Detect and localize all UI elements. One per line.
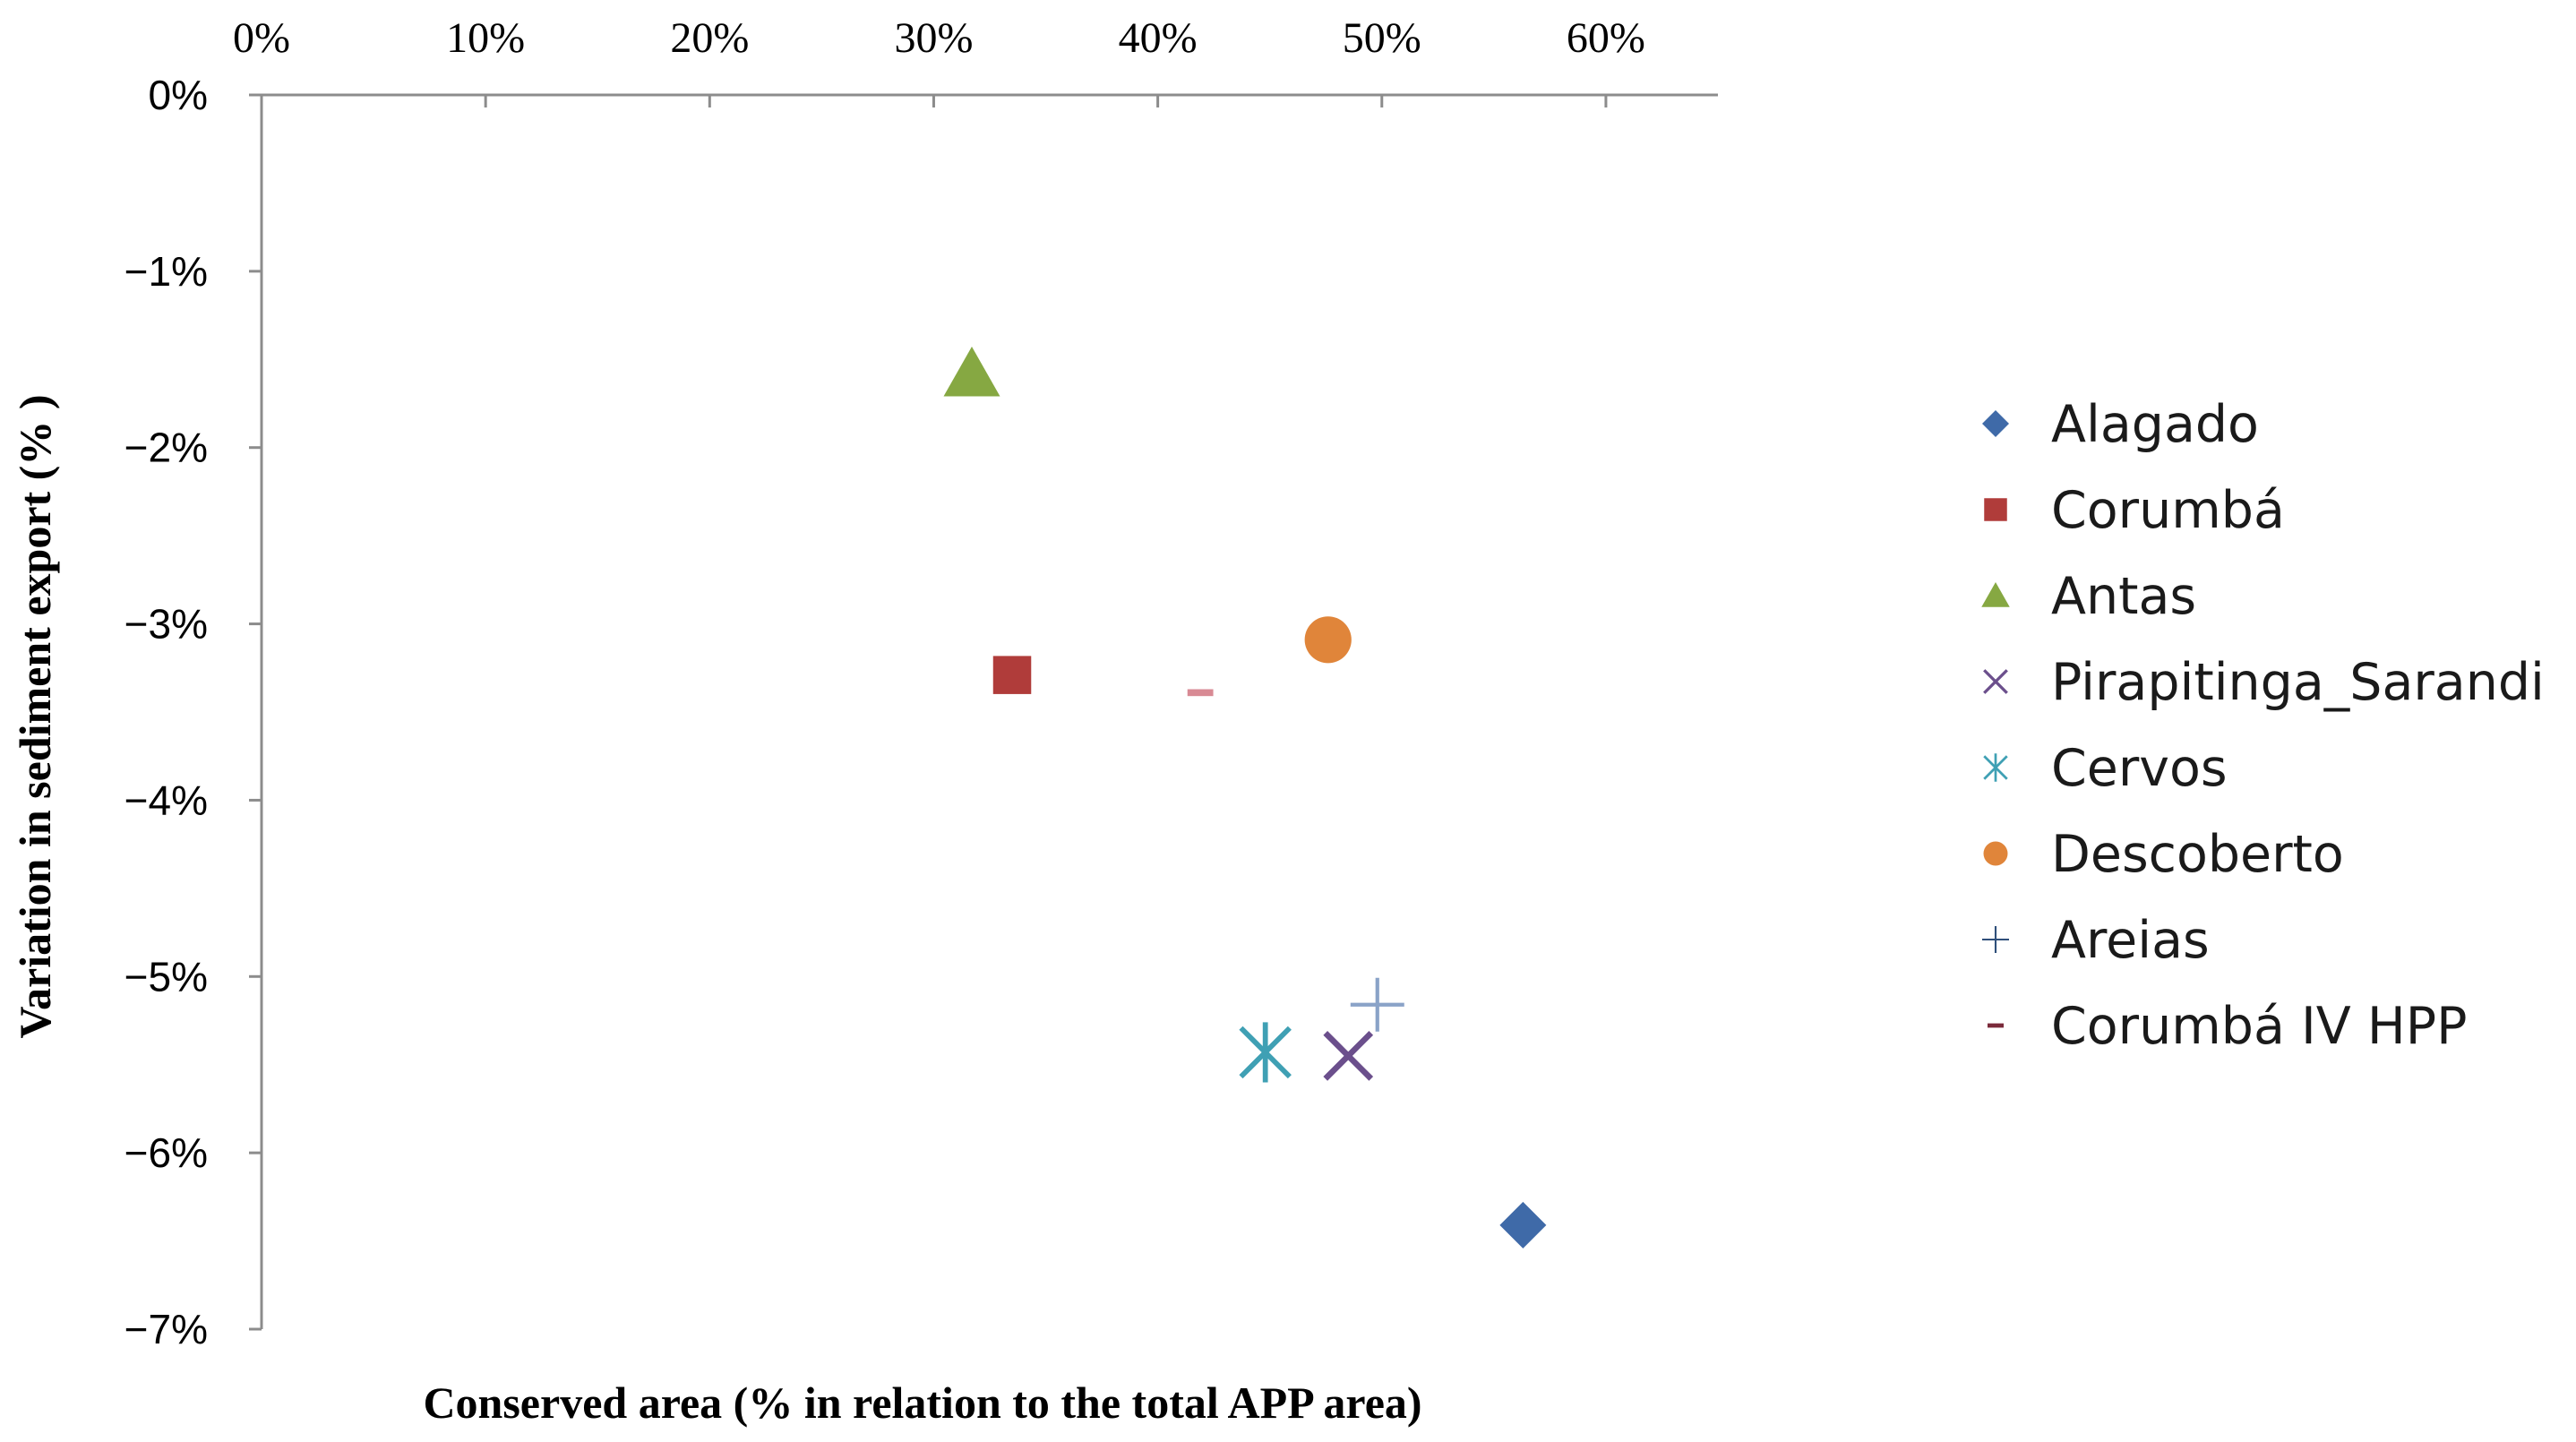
x-axis-title: Conserved area (% in relation to the tot… [423,1378,1421,1428]
x-tick-label: 30% [894,14,973,62]
x-tick-label: 10% [446,14,525,62]
legend-marker-descoberto [1983,841,2008,866]
point-cervos [1239,1022,1292,1083]
legend-marker-antas [1981,582,2010,607]
legend-label-descoberto: Descoberto [2051,825,2344,884]
legend-label-alagado: Alagado [2051,395,2259,454]
point-antas [943,347,1000,397]
y-tick-label: −7% [125,1306,208,1352]
point-corumb-iv-hpp [1187,689,1214,697]
legend-label-corumb-iv-hpp: Corumbá IV HPP [2051,997,2468,1056]
x-tick-label: 40% [1119,14,1198,62]
data-points [943,347,1547,1249]
point-areias [1350,977,1404,1032]
legend-label-corumb: Corumbá [2051,481,2285,540]
y-tick-label: 0% [149,72,208,118]
x-tick-label: 50% [1343,14,1421,62]
legend-marker-areias [1982,926,2009,953]
legend-label-pirapitinga-sarandi: Pirapitinga_Sarandi [2051,653,2545,712]
x-tick-label: 20% [670,14,749,62]
y-tick-label: −5% [125,953,208,1000]
point-descoberto [1304,616,1352,664]
legend-marker-pirapitinga-sarandi [1983,669,2008,694]
y-tick-label: −1% [125,248,208,295]
y-axis-title: Variation in sediment export (% ) [10,395,60,1039]
y-tick-label: −6% [125,1129,208,1176]
legend-marker-cervos [1983,753,2008,782]
legend: Alagado Corumbá Antas Pirapitinga_Sarandi Ce… [1981,395,2545,1056]
legend-marker-corumb [1984,498,2007,521]
legend-marker-alagado [1982,410,2009,437]
legend-marker-corumb-iv-hpp [1988,1023,2004,1028]
legend-label-antas: Antas [2051,567,2196,626]
point-alagado [1499,1201,1547,1249]
x-tick-label: 60% [1567,14,1645,62]
point-corumb [992,656,1032,694]
point-pirapitinga-sarandi [1323,1031,1374,1081]
y-tick-label: −3% [125,601,208,648]
legend-label-cervos: Cervos [2051,739,2228,798]
y-tick-label: −2% [125,425,208,471]
y-tick-label: −4% [125,777,208,823]
x-tick-label: 0% [233,14,290,62]
axes: 0% 10% 20% 30% 40% 50% 60% 0% −1% −2% −3% −4% −5% −6%… [125,14,1718,1352]
legend-label-areias: Areias [2051,911,2210,970]
